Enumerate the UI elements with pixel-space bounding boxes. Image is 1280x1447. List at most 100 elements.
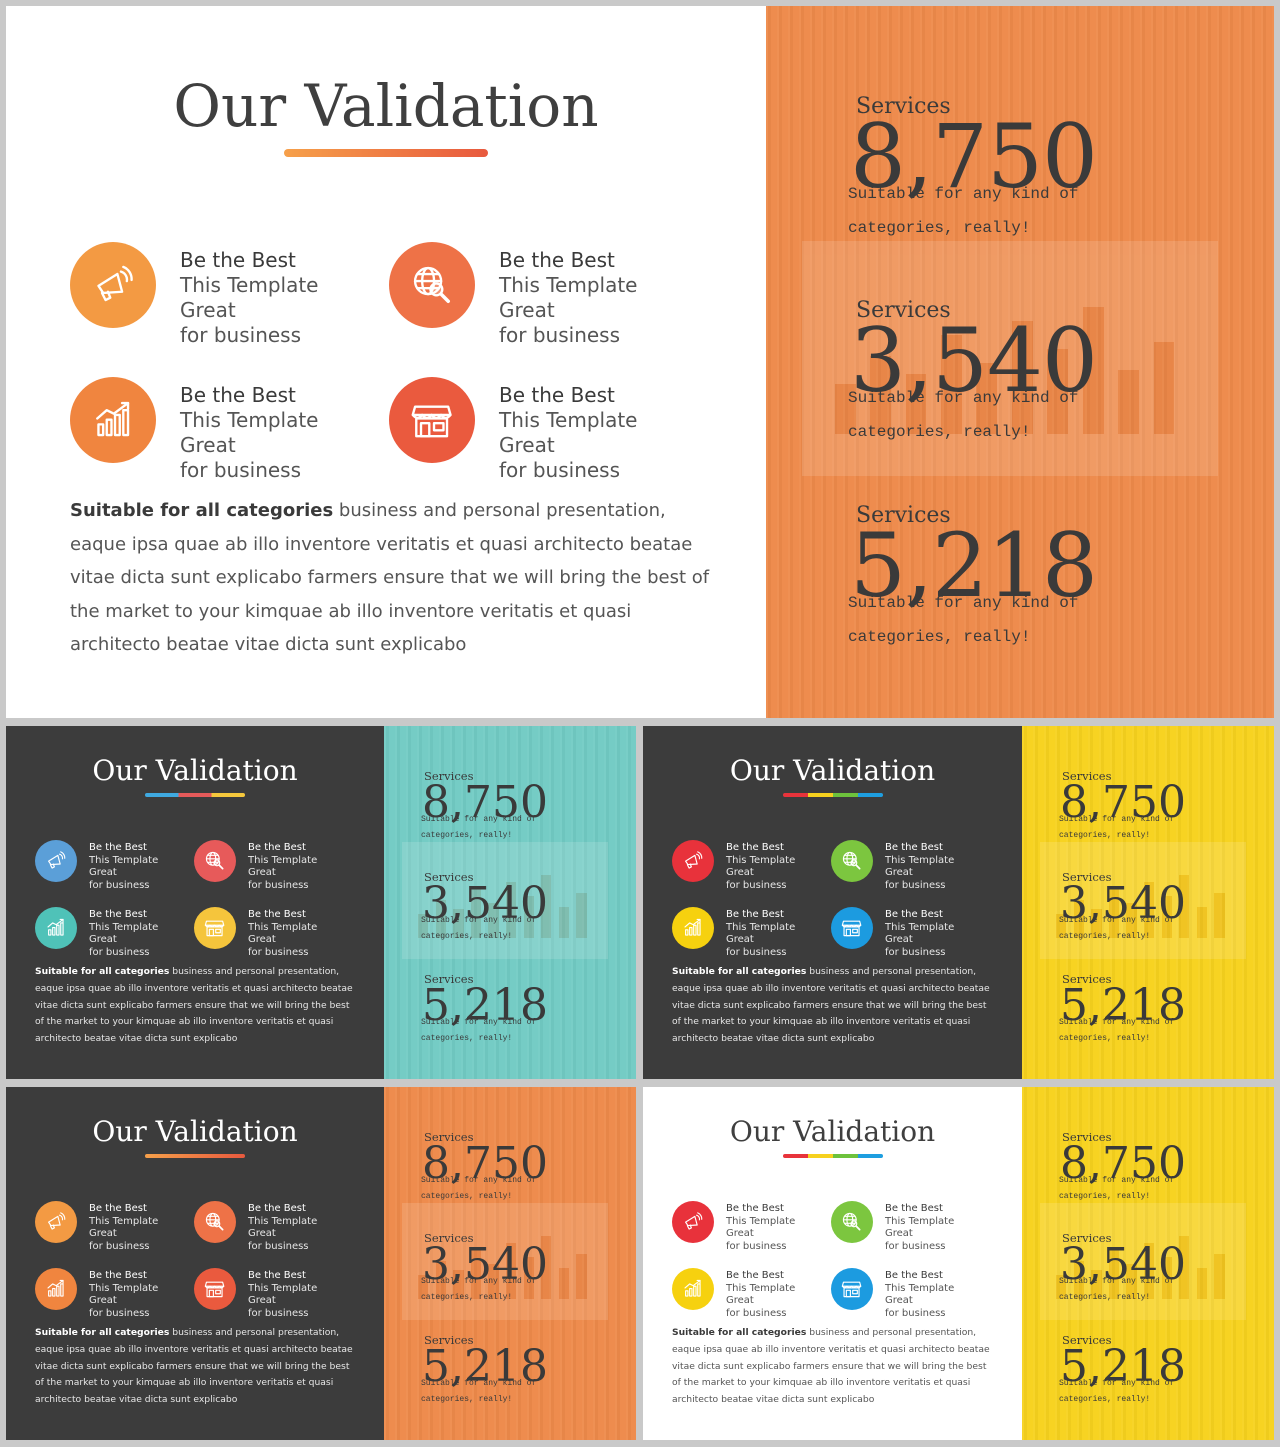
- feature-line-1: This Template Great: [248, 1282, 318, 1307]
- background-chart-bar: [1196, 1267, 1207, 1300]
- feature-line-2: for business: [726, 946, 787, 958]
- description-paragraph: Suitable for all categories business and…: [672, 1325, 994, 1409]
- service-stat: Services 8,750 Suitable for any kind of ca…: [1059, 1130, 1268, 1205]
- background-chart-bar: [1214, 1253, 1225, 1300]
- feature-item: Be the Best This Template Great for busine…: [70, 377, 370, 482]
- feature-line-1: This Template Great: [885, 921, 955, 946]
- globe-search-circle: [194, 1201, 236, 1243]
- megaphone-icon: [681, 1210, 704, 1233]
- service-description: Suitable for any kind of categories, rea…: [1059, 1379, 1175, 1405]
- background-chart-bar: [470, 889, 482, 939]
- feature-item: Be the Best This Template Great for busine…: [194, 1201, 344, 1252]
- bar-chart-circle: [35, 907, 77, 949]
- service-stat: Services 3,540 Suitable for any kind of ca…: [421, 1231, 630, 1306]
- feature-line-1: This Template Great: [726, 1282, 796, 1307]
- background-chart-bar: [576, 1253, 587, 1300]
- feature-line-2: for business: [248, 946, 309, 958]
- feature-item: Be the Best This Template Great for busine…: [672, 1268, 822, 1319]
- feature-heading: Be the Best: [248, 842, 306, 853]
- background-chart-bar: [1108, 1250, 1120, 1300]
- feature-item: Be the Best This Template Great for busine…: [672, 1201, 822, 1252]
- background-chart-bar: [488, 903, 499, 939]
- title-underline: [782, 793, 883, 797]
- slide-title: Our Validation: [729, 754, 936, 787]
- slide-right-panel: Services 8,750 Suitable for any kind of ca…: [384, 1087, 636, 1440]
- background-chart-photo: [801, 240, 1219, 476]
- feature-text: Be the Best This Template Great for busine…: [248, 1270, 348, 1320]
- feature-line-1: This Template Great: [89, 921, 159, 946]
- feature-text: Be the Best This Template Great for busine…: [885, 1270, 985, 1320]
- globe-search-circle: [831, 1201, 873, 1243]
- feature-line-2: for business: [248, 1240, 309, 1252]
- megaphone-icon: [44, 1210, 67, 1233]
- feature-item: Be the Best This Template Great for busine…: [831, 840, 981, 891]
- background-chart-bar: [941, 334, 962, 434]
- feature-item: Be the Best This Template Great for busine…: [831, 1268, 981, 1319]
- feature-item: Be the Best This Template Great for busine…: [672, 907, 822, 958]
- description-paragraph: Suitable for all categories business and…: [70, 494, 710, 662]
- feature-item: Be the Best This Template Great for busine…: [831, 907, 981, 958]
- bar-chart-circle: [672, 907, 714, 949]
- feature-item: Be the Best This Template Great for busine…: [70, 242, 370, 347]
- service-stat: Services 8,750 Suitable for any kind of ca…: [1059, 769, 1268, 844]
- feature-heading: Be the Best: [726, 1270, 784, 1281]
- service-stat: Services 3,540 Suitable for any kind of ca…: [1059, 870, 1268, 945]
- service-stat: Services 5,218 Suitable for any kind of ca…: [421, 1333, 630, 1408]
- background-chart-bar: [418, 1274, 429, 1300]
- feature-line-2: for business: [885, 1307, 946, 1319]
- feature-heading: Be the Best: [248, 909, 306, 920]
- globe-search-circle: [831, 840, 873, 882]
- service-description: Suitable for any kind of categories, rea…: [421, 1277, 537, 1303]
- feature-text: Be the Best This Template Great for busine…: [180, 248, 380, 348]
- slide-right-panel: Services 8,750 Suitable for any kind of ca…: [1022, 726, 1274, 1079]
- background-chart-bar: [576, 892, 587, 939]
- service-value: 8,750: [1060, 1137, 1186, 1189]
- background-chart-bar: [453, 1269, 464, 1300]
- title-underline: [145, 793, 245, 797]
- slide-dark-teal: Our Validation Be the Best This Template G…: [6, 726, 636, 1079]
- description-paragraph: Suitable for all categories business and…: [672, 964, 994, 1048]
- feature-line-1: This Template Great: [180, 273, 319, 322]
- background-chart-bar: [1179, 875, 1190, 939]
- feature-text: Be the Best This Template Great for busine…: [726, 1203, 826, 1253]
- background-chart-bar: [523, 1257, 534, 1300]
- service-label: Services: [1062, 1333, 1112, 1347]
- service-description: Suitable for any kind of categories, rea…: [421, 1176, 537, 1202]
- feature-line-1: This Template Great: [726, 1215, 796, 1240]
- slide-right-panel: Services 8,750 Suitable for any kind of ca…: [384, 726, 636, 1079]
- feature-item: Be the Best This Template Great for busine…: [194, 907, 344, 958]
- paragraph-body: business and personal presentation, eaqu…: [35, 1327, 353, 1406]
- feature-heading: Be the Best: [885, 1203, 943, 1214]
- paragraph-body: business and personal presentation, eaqu…: [70, 500, 710, 655]
- service-stat: Services 8,750 Suitable for any kind of ca…: [421, 1130, 630, 1205]
- background-chart-photo: [401, 842, 609, 959]
- megaphone-icon: [44, 849, 67, 872]
- feature-text: Be the Best This Template Great for busine…: [726, 909, 826, 959]
- service-stat: Services 5,218 Suitable for any kind of ca…: [848, 503, 1268, 654]
- feature-line-1: This Template Great: [89, 854, 159, 879]
- paragraph-bold-lead: Suitable for all categories: [35, 966, 170, 977]
- background-chart-bar: [1073, 1260, 1085, 1300]
- paragraph-bold-lead: Suitable for all categories: [672, 966, 807, 977]
- background-chart-photo: [1039, 1203, 1247, 1320]
- megaphone-circle: [672, 840, 714, 882]
- wood-texture: [1022, 726, 1274, 1079]
- feature-heading: Be the Best: [726, 1203, 784, 1214]
- globe-search-icon: [408, 261, 455, 308]
- slide-right-panel: Services 8,750 Suitable for any kind of ca…: [1022, 1087, 1274, 1440]
- globe-search-circle: [389, 242, 475, 328]
- service-label: Services: [424, 769, 474, 783]
- service-label: Services: [424, 1333, 474, 1347]
- title-underline: [145, 1154, 245, 1158]
- feature-line-2: for business: [180, 323, 302, 347]
- slide-right-panel: Services 8,750 Suitable for any kind of ca…: [766, 6, 1274, 718]
- background-chart-bar: [541, 1236, 552, 1300]
- service-stat: Services 8,750 Suitable for any kind of ca…: [848, 94, 1268, 245]
- feature-line-2: for business: [726, 1240, 787, 1252]
- feature-line-1: This Template Great: [885, 854, 955, 879]
- service-label: Services: [1062, 870, 1112, 884]
- background-chart-bar: [435, 1260, 447, 1300]
- feature-line-2: for business: [499, 323, 621, 347]
- bar-chart-circle: [70, 377, 156, 463]
- wood-texture: [766, 6, 1274, 718]
